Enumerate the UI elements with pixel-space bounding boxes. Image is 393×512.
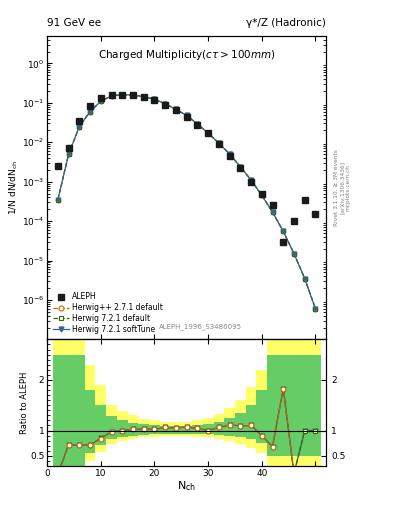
Text: γ*/Z (Hadronic): γ*/Z (Hadronic) bbox=[246, 18, 326, 28]
Text: Charged Multiplicity$(c\tau > 100mm)$: Charged Multiplicity$(c\tau > 100mm)$ bbox=[98, 48, 275, 62]
Text: 91 GeV ee: 91 GeV ee bbox=[47, 18, 101, 28]
X-axis label: N$_{\sf ch}$: N$_{\sf ch}$ bbox=[177, 479, 196, 493]
Y-axis label: Ratio to ALEPH: Ratio to ALEPH bbox=[20, 372, 29, 434]
Legend: ALEPH, Herwig++ 2.7.1 default, Herwig 7.2.1 default, Herwig 7.2.1 softTune: ALEPH, Herwig++ 2.7.1 default, Herwig 7.… bbox=[51, 291, 165, 335]
Y-axis label: Rivet 3.1.10, ≥ 3M events
[arXiv:1306.3436]
mcplots.cern.ch: Rivet 3.1.10, ≥ 3M events [arXiv:1306.34… bbox=[334, 149, 350, 226]
Y-axis label: 1/N dN/dN$_{\sf ch}$: 1/N dN/dN$_{\sf ch}$ bbox=[8, 160, 20, 216]
Text: ALEPH_1996_S3486095: ALEPH_1996_S3486095 bbox=[159, 324, 242, 330]
